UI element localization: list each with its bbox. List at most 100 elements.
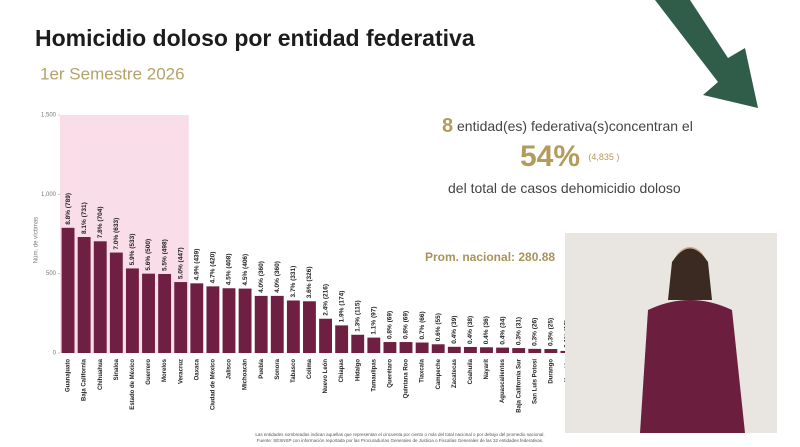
bar [319,318,332,353]
bar [93,241,107,353]
data-label: 4.0% (360) [258,261,265,293]
bar-chart: 0 500 1,000 1,500 Guanajuato 8.8% (789) Baja C… [41,113,574,413]
chart-subtitle: 1er Semestre 2026 [40,64,185,83]
x-tick-label: Chihuahua [98,358,104,390]
data-label: 0.6% (55) [435,313,442,341]
bar [528,348,542,353]
bar [447,346,461,353]
x-tick-label: Quintana Roo [404,359,410,399]
x-tick-label: Puebla [259,358,265,378]
data-label: 1.3% (115) [354,300,361,331]
x-tick-label: Tamaulipas [371,358,377,391]
data-label: 2.4% (216) [322,284,329,316]
x-tick-label: Michoacán [243,359,249,390]
bar [77,237,91,353]
data-label: 4.7% (420) [210,252,217,284]
summary-line-1: 8 entidad(es) federativa(s)concentran el [442,115,693,137]
y-axis-title: Núm. de víctimas [34,217,40,263]
x-tick-label: Oaxaca [194,358,200,380]
bar [270,295,284,353]
footnote: Las entidades sombreadas indican aquella… [255,432,544,437]
chart-title: Homicidio doloso por entidad federativa [35,25,475,51]
data-label: 0.3% (31) [515,317,522,345]
summary-count: 8 [442,115,453,137]
data-label: 0.4% (39) [451,316,458,344]
summary-percent: 54% [520,140,580,173]
data-label: 0.4% (36) [483,316,490,344]
bar [512,348,526,353]
person-hair [668,248,712,300]
x-tick-label: Tlaxcala [420,358,426,382]
y-tick-label: 1,000 [41,192,57,198]
bar [61,227,75,353]
x-tick-label: Sonora [275,358,281,379]
x-tick-label: Sinaloa [114,358,120,380]
bar [544,349,558,353]
data-label: 8.8% (789) [65,193,72,225]
x-tick-label: Jalisco [227,359,233,380]
data-label: 5.6% (500) [145,239,152,271]
bar [206,286,220,353]
x-tick-label: Veracruz [178,359,184,384]
data-label: 8.1% (731) [81,202,88,234]
average-note: Prom. nacional: 280.88 [425,250,555,264]
x-tick-label: Baja California [82,358,88,401]
summary-line-2: 54% (4,835 ) [520,140,619,173]
bar [431,344,445,353]
data-label: 1.1% (97) [371,306,378,334]
summary-text: entidad(es) federativa(s)concentran el [457,118,693,134]
bar [351,334,365,353]
x-tick-label: Estado de México [130,359,136,410]
y-tick-label: 500 [46,271,57,277]
bar [480,347,493,353]
data-label: 3.6% (326) [306,266,313,298]
x-tick-label: Hidalgo [355,359,361,381]
data-label: 4.5% (408) [226,253,233,285]
data-label: 0.3% (25) [548,318,555,346]
data-label: 4.5% (406) [242,254,249,286]
bar [222,288,236,353]
bar [125,268,139,353]
data-label: 0.8% (69) [387,311,394,339]
data-label: 5.5% (498) [161,239,168,271]
bar [496,347,510,353]
bar [238,288,252,353]
average-label: Prom. nacional: [425,250,515,264]
y-tick-label: 0 [53,351,57,357]
x-tick-label: Durango [548,359,554,384]
data-label: 4.9% (439) [194,249,201,281]
bar [174,282,188,353]
x-tick-label: Guerrero [146,359,152,385]
x-tick-label: Tabasco [291,359,297,383]
decorative-arrow [655,0,758,108]
bar [415,342,429,353]
data-label: 0.3% (26) [531,318,538,346]
average-value: 280.88 [518,250,555,264]
person-body [640,300,745,433]
x-tick-label: Morelos [162,358,168,382]
data-label: 5.9% (533) [129,234,136,266]
bar [367,337,381,353]
x-tick-label: Baja California Sur [516,358,522,412]
x-tick-label: Chiapas [339,358,345,382]
summary-total: (4,835 ) [588,152,619,162]
bar [254,295,268,353]
bar [463,346,477,353]
x-tick-label: Nayarit [484,359,490,379]
x-tick-label: Colima [307,358,313,379]
data-label: 0.4% (34) [499,316,506,344]
bar [399,342,413,353]
footnote: Fuente: SESNSP con información reportada… [257,438,544,443]
x-tick-label: Coahuila [468,358,474,384]
bar [286,300,300,353]
x-tick-label: Aguascalientes [500,358,506,403]
data-label: 0.8% (69) [403,311,410,339]
bar [158,273,172,353]
data-label: 0.7% (66) [419,311,426,339]
data-label: 5.0% (447) [177,247,184,279]
data-label: 0.4% (38) [467,316,474,344]
y-tick-label: 1,500 [41,113,57,119]
bar [303,301,316,353]
bar [109,252,123,353]
